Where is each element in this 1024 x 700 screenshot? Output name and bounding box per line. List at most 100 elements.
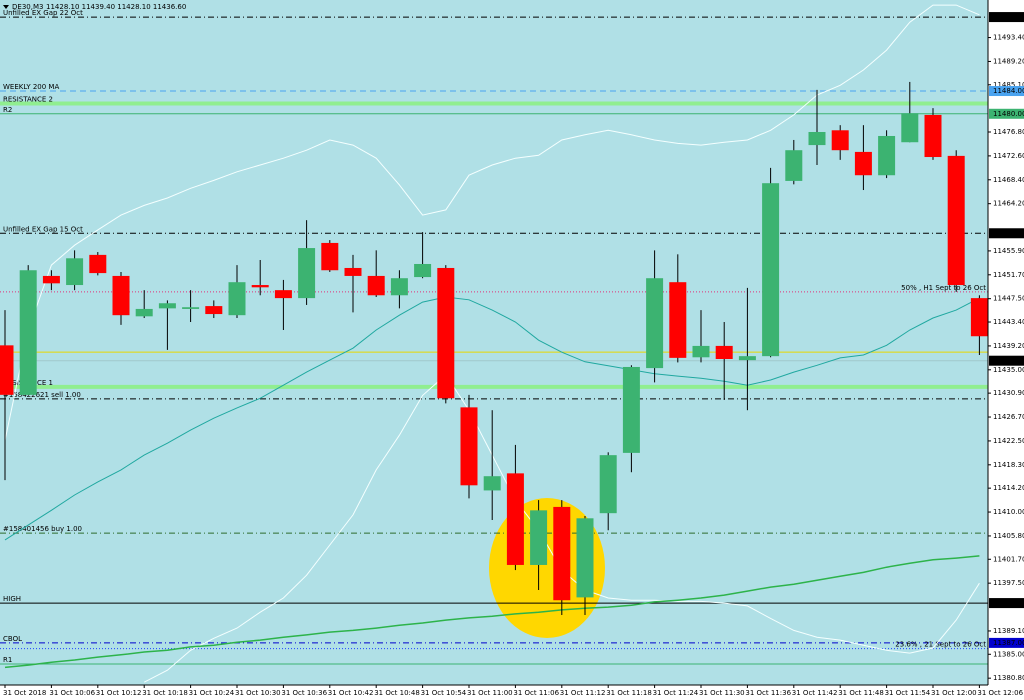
level-label: Unfilled EX Gap 15 Oct: [3, 225, 83, 233]
level-label: #158422621 sell 1.00: [3, 391, 81, 399]
y-tick-label: 11389.10: [993, 627, 1024, 635]
level-label: WEEKLY 200 MA: [3, 83, 59, 91]
y-tick-label: 11405.80: [993, 532, 1024, 540]
level-label: RESISTANCE 2: [3, 96, 53, 104]
candle-body: [506, 473, 524, 565]
candle-body: [460, 407, 478, 486]
price-tag: [989, 355, 1024, 366]
level-label: HIGH: [3, 595, 21, 603]
x-tick-label: 31 Oct 10:24: [189, 689, 235, 697]
candle-body: [530, 510, 548, 565]
x-tick-label: 31 Oct 11:42: [792, 689, 838, 697]
level-label: R1: [3, 656, 12, 664]
candles: [0, 81, 988, 616]
y-tick-label: 11435.00: [993, 366, 1024, 374]
candle-body: [646, 278, 664, 369]
candle-body: [854, 151, 872, 176]
y-tick-label: 11426.70: [993, 413, 1024, 421]
axis-panel: [988, 0, 1024, 700]
x-tick-label: 31 Oct 11:06: [513, 689, 559, 697]
menu-arrow[interactable]: [3, 5, 9, 9]
candle-body: [42, 275, 60, 284]
axis-panel: [0, 685, 988, 700]
candle-body: [182, 307, 200, 309]
candle-body: [19, 270, 37, 395]
y-tick-label: 11476.80: [993, 128, 1024, 136]
y-tick-label: 11397.50: [993, 579, 1024, 587]
x-tick-label: 31 Oct 11:54: [885, 689, 931, 697]
level-label: 50% , H1 Sept to 26 Oct: [901, 284, 986, 292]
price-tag-label: 11387.00: [993, 639, 1024, 647]
x-tick-label: 31 Oct 10:36: [281, 689, 327, 697]
x-tick-label: 31 Oct 12:06: [977, 689, 1023, 697]
candle-body: [970, 298, 988, 337]
x-tick-label: 31 Oct 10:54: [421, 689, 467, 697]
price-tag-label: 11480.00: [993, 110, 1024, 118]
candle-body: [205, 306, 223, 315]
x-tick-label: 31 Oct 11:00: [467, 689, 513, 697]
candle-body: [228, 282, 246, 316]
price-tag-label: 11497.00: [993, 13, 1024, 21]
candle-body: [0, 345, 14, 395]
candle-body: [414, 263, 432, 278]
price-tag: [989, 108, 1024, 119]
price-tag: [989, 228, 1024, 239]
candle-body: [321, 242, 339, 271]
candle-body: [437, 267, 455, 399]
y-tick-label: 11455.90: [993, 247, 1024, 255]
candle-body: [367, 275, 385, 296]
candle-body: [878, 135, 896, 176]
candle-body: [483, 476, 501, 491]
candle-body: [274, 290, 292, 299]
x-tick-label: 31 Oct 10:42: [328, 689, 374, 697]
y-tick-label: 11401.70: [993, 555, 1024, 563]
candle-body: [251, 285, 269, 288]
candle-body: [112, 275, 130, 316]
y-tick-label: 11430.90: [993, 389, 1024, 397]
price-tag: [989, 598, 1024, 609]
price-tag: [989, 637, 1024, 648]
y-tick-label: 11468.40: [993, 176, 1024, 184]
candle-body: [66, 258, 84, 286]
price-tag-label: 11394.00: [993, 599, 1024, 607]
x-tick-label: 31 Oct 11:24: [653, 689, 699, 697]
y-tick-label: 11380.80: [993, 674, 1024, 682]
price-tag-label: 11436.60: [993, 357, 1024, 365]
candle-body: [622, 366, 640, 453]
x-tick-label: 31 Oct 10:18: [142, 689, 188, 697]
x-tick-label: 31 Oct 12:00: [931, 689, 977, 697]
y-tick-label: 11485.10: [993, 81, 1024, 89]
header-symbol: DE30,M3: [12, 3, 43, 11]
level-label: R2: [3, 106, 12, 114]
y-tick-label: 11447.50: [993, 295, 1024, 303]
candle-body: [762, 183, 780, 357]
candle-body: [599, 455, 617, 514]
candle-body: [924, 114, 942, 158]
y-tick-label: 11422.50: [993, 437, 1024, 445]
y-tick-label: 11464.20: [993, 200, 1024, 208]
candle-body: [808, 131, 826, 146]
x-tick-label: 31 Oct 2018: [3, 689, 46, 697]
indicator-line: [4, 296, 980, 541]
candle-body: [576, 518, 594, 598]
price-tag-label: 11459.00: [993, 229, 1024, 237]
y-tick-label: 11418.30: [993, 461, 1024, 469]
y-tick-label: 11385.00: [993, 650, 1024, 658]
x-tick-label: 31 Oct 10:48: [374, 689, 420, 697]
candle-body: [901, 113, 919, 143]
candle-body: [738, 356, 756, 361]
y-tick-label: 11439.20: [993, 342, 1024, 350]
candle-body: [669, 282, 687, 358]
candle-body: [553, 506, 571, 601]
candle-body: [158, 303, 176, 309]
candle-body: [947, 155, 965, 286]
price-tag-label: 11484.00: [993, 87, 1024, 95]
x-tick-label: 31 Oct 10:06: [49, 689, 95, 697]
x-tick-label: 31 Oct 10:12: [96, 689, 142, 697]
level-label: 23.6% , 21 Sept to 26 Oct: [895, 641, 986, 649]
level-label: CBOL: [3, 635, 22, 643]
level-label: #158401456 buy 1.00: [3, 525, 82, 533]
x-tick-label: 31 Oct 10:30: [235, 689, 281, 697]
